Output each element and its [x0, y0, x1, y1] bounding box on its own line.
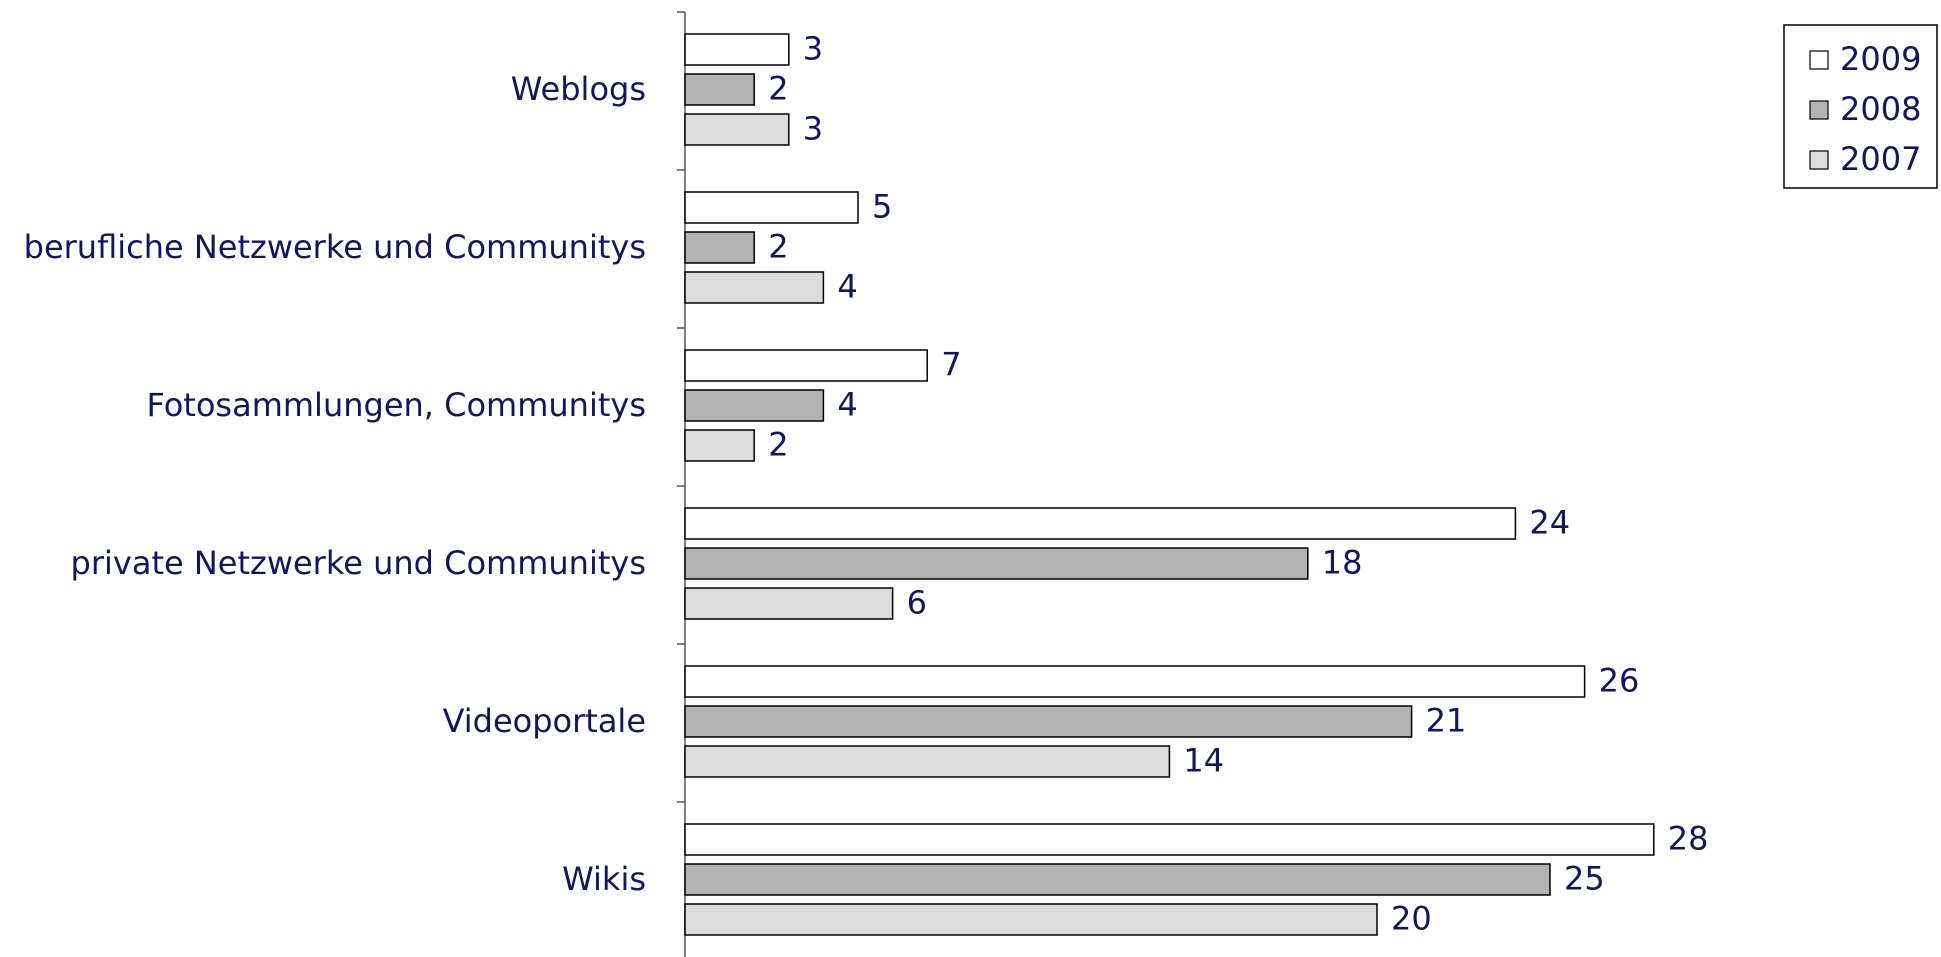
value-label: 24: [1529, 504, 1570, 542]
legend-swatch: [1809, 100, 1829, 120]
bar: [684, 587, 894, 620]
bar: [684, 903, 1378, 936]
value-label: 26: [1599, 662, 1640, 700]
value-label: 5: [872, 188, 892, 226]
value-label: 3: [803, 30, 823, 68]
bar: [684, 665, 1586, 698]
bar: [684, 863, 1551, 896]
legend-swatch: [1809, 150, 1829, 170]
value-label: 4: [837, 268, 857, 306]
legend-swatch: [1809, 50, 1829, 70]
category-label: berufliche Netzwerke und Communitys: [24, 228, 646, 266]
bar: [684, 705, 1413, 738]
legend-label: 2009: [1840, 40, 1921, 78]
legend-label: 2007: [1840, 140, 1921, 178]
category-label: Videoportale: [443, 702, 646, 740]
bar: [684, 389, 825, 422]
category-label: private Netzwerke und Communitys: [71, 544, 646, 582]
value-label: 14: [1183, 742, 1224, 780]
value-label: 25: [1564, 860, 1605, 898]
category-label: Weblogs: [511, 70, 646, 108]
bar: [684, 745, 1171, 778]
value-label: 18: [1322, 544, 1363, 582]
bar: [684, 191, 859, 224]
bar: [684, 547, 1309, 580]
value-label: 2: [768, 228, 788, 266]
bar: [684, 507, 1517, 540]
bar: [684, 429, 755, 462]
category-label: Wikis: [562, 860, 646, 898]
bar: [684, 73, 755, 106]
value-label: 7: [941, 346, 961, 384]
bar: [684, 349, 928, 382]
category-label: Fotosammlungen, Communitys: [146, 386, 646, 424]
value-label: 28: [1668, 820, 1709, 858]
value-label: 2: [768, 426, 788, 464]
bar: [684, 33, 790, 66]
bar: [684, 271, 825, 304]
value-label: 2: [768, 70, 788, 108]
bar: [684, 231, 755, 264]
bar: [684, 823, 1655, 856]
value-label: 21: [1426, 702, 1467, 740]
value-label: 6: [907, 584, 927, 622]
bar: [684, 113, 790, 146]
value-label: 20: [1391, 900, 1432, 938]
value-label: 4: [837, 386, 857, 424]
legend-label: 2008: [1840, 90, 1921, 128]
value-label: 3: [803, 110, 823, 148]
